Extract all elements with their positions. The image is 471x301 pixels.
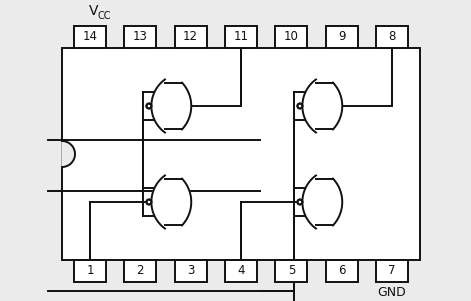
Bar [325, 260, 357, 282]
Text: CC: CC [98, 11, 112, 21]
Bar [276, 260, 308, 282]
Circle shape [298, 104, 302, 108]
Text: 6: 6 [338, 265, 345, 278]
Text: 13: 13 [133, 30, 148, 44]
Text: V: V [89, 4, 98, 18]
Text: 2: 2 [137, 265, 144, 278]
Polygon shape [151, 79, 191, 132]
Text: 8: 8 [388, 30, 396, 44]
Circle shape [146, 104, 151, 108]
Circle shape [146, 200, 151, 204]
Polygon shape [62, 141, 75, 167]
Text: 11: 11 [234, 30, 249, 44]
Bar [124, 26, 156, 48]
Text: 10: 10 [284, 30, 299, 44]
Text: 7: 7 [388, 265, 396, 278]
Polygon shape [302, 79, 342, 132]
Bar [325, 26, 357, 48]
Bar [376, 260, 408, 282]
Bar [124, 260, 156, 282]
Polygon shape [151, 175, 191, 228]
Polygon shape [302, 175, 342, 228]
Text: 5: 5 [288, 265, 295, 278]
Bar [225, 26, 257, 48]
Text: 14: 14 [82, 30, 97, 44]
Text: 4: 4 [237, 265, 245, 278]
Text: GND: GND [378, 286, 406, 299]
Bar [225, 260, 257, 282]
Circle shape [298, 200, 302, 204]
Bar [74, 26, 106, 48]
Bar [175, 260, 207, 282]
Text: 9: 9 [338, 30, 345, 44]
Bar [62, 48, 420, 260]
Bar [276, 26, 308, 48]
Text: 12: 12 [183, 30, 198, 44]
Text: 3: 3 [187, 265, 195, 278]
Bar [376, 26, 408, 48]
Bar [175, 26, 207, 48]
Bar [74, 260, 106, 282]
Text: 1: 1 [86, 265, 94, 278]
